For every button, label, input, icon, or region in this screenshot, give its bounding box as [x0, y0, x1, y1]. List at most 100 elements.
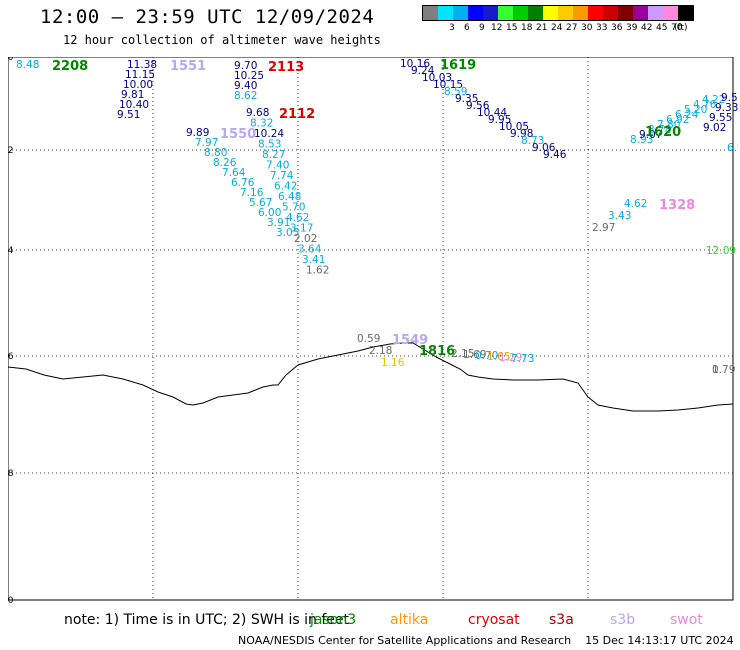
wave-height-value: 10.00 [123, 79, 153, 91]
wave-height-value: 7.97 [195, 137, 218, 149]
wave-height-value: 6.90 [727, 142, 738, 154]
wave-height-value: 2.97 [592, 222, 615, 234]
wave-height-value: 3.41 [302, 254, 325, 266]
wave-height-value: 2.18 [369, 345, 392, 357]
scale-swatch [498, 6, 513, 20]
wave-height-value: 10.05 [499, 121, 529, 133]
wave-height-value: 9.24 [411, 65, 435, 77]
note-text: note: 1) Time is in UTC; 2) SWH is in fe… [64, 612, 350, 628]
scale-label: 39 [626, 23, 638, 33]
wave-height-value: 10.24 [254, 128, 284, 140]
wave-height-value: 0.59 [357, 333, 380, 345]
map-subtitle: 12 hour collection of altimeter wave hei… [63, 33, 381, 47]
lat-tick-label: 62 [8, 146, 13, 156]
track-1619: 10.169.2410.0310.158.599.359.5610.449.95… [400, 58, 567, 161]
wave-height-value: 7.73 [511, 353, 534, 365]
sat-label-s3a: s3a [549, 612, 574, 628]
track-time-label: 1551 [170, 59, 206, 74]
wave-height-value: 8.62 [234, 90, 257, 102]
wave-height-value: 9.56 [466, 100, 490, 112]
wave-height-value: 2.02 [294, 233, 317, 245]
altimeter-map: 105108111114117120606264666870 8.4822081… [8, 57, 738, 605]
wave-height-value: 8.53 [258, 139, 281, 151]
wave-height-value: 6.42 [274, 181, 297, 193]
scale-label: 21 [536, 23, 548, 33]
track-time-label: 1550 [220, 127, 256, 142]
scale-swatch [483, 6, 498, 20]
footer-note: note: 1) Time is in UTC; 2) SWH is in fe… [64, 612, 703, 628]
wave-height-value: 11.38 [127, 59, 157, 71]
scale-swatch [468, 6, 483, 20]
lat-tick-label: 60 [8, 57, 14, 63]
wave-height-value: 8.80 [204, 147, 227, 159]
wave-height-value: 8.93 [630, 134, 653, 146]
sat-label-altika: altika [390, 612, 429, 628]
wave-height-value: 12.09 [706, 245, 736, 257]
credit-line: NOAA/NESDIS Center for Satellite Applica… [238, 634, 734, 647]
scale-label: 24 [551, 23, 563, 33]
wave-height-value: 10.16 [400, 58, 430, 70]
wave-height-value: 6.48 [278, 191, 301, 203]
wave-height-value: 0 [712, 364, 719, 376]
track-unnamed: 1.790 [712, 364, 735, 376]
scale-swatch [588, 6, 603, 20]
wave-height-value: 4.22 [702, 94, 725, 106]
wave-height-value: 9.46 [543, 149, 567, 161]
wave-height-value: 9.35 [455, 93, 478, 105]
track-time-label: 2112 [279, 107, 315, 122]
track-1328: 4.623.432.97 1328 [592, 198, 695, 234]
scale-swatch [648, 6, 663, 20]
scale-swatch [603, 6, 618, 20]
wave-height-value: 6.76 [231, 177, 255, 189]
scale-swatch [513, 6, 528, 20]
wave-height-value: 7.40 [266, 160, 289, 172]
track-time-label: 1549 [392, 333, 428, 348]
scale-swatch [573, 6, 588, 20]
wave-height-value: 9.68 [246, 107, 269, 119]
wave-height-value: 10.25 [234, 70, 264, 82]
sat-label-jason3: jason3 [310, 612, 357, 628]
wave-height-value: 3.64 [298, 244, 322, 256]
wave-height-value: 10.44 [477, 107, 507, 119]
scale-swatch [618, 6, 633, 20]
wave-height-value: 4.62 [286, 212, 309, 224]
map-grid: 105108111114117120606264666870 [8, 57, 733, 605]
scale-swatch [453, 6, 468, 20]
wave-height-value: 9.33 [715, 102, 738, 114]
scale-label: 30 [581, 23, 593, 33]
wave-height-value: 9.40 [234, 80, 257, 92]
wave-height-value: 8.26 [213, 157, 237, 169]
map-title: 12:00 – 23:59 UTC 12/09/2024 [40, 6, 375, 28]
track-unnamed: 12.09 [706, 245, 736, 257]
wave-height-value: 7.16 [240, 187, 264, 199]
scale-swatch [558, 6, 573, 20]
wave-height-value: 11.15 [125, 69, 155, 81]
wave-height-value: 9.70 [234, 60, 257, 72]
scale-unit-label: (ft) [674, 23, 688, 33]
wave-height-value: 7.64 [222, 167, 246, 179]
lat-tick-label: 64 [8, 246, 14, 256]
scale-swatch [423, 6, 438, 20]
wave-height-value: 7.74 [270, 170, 294, 182]
wave-height-value: 5.67 [249, 197, 272, 209]
wave-height-value: 3.91 [267, 217, 290, 229]
wave-height-value: 6.92 [666, 114, 689, 126]
track-2208: 8.48 2208 [16, 59, 88, 74]
lat-tick-label: 68 [8, 469, 14, 479]
wave-height-value: 3.17 [290, 223, 313, 235]
track-time-label: 1620 [645, 125, 681, 140]
scale-swatch [528, 6, 543, 20]
wave-height-value: 9.51 [117, 109, 140, 121]
wave-height-value: 6.24 [675, 109, 699, 121]
color-scale-swatches [422, 5, 694, 21]
scale-label: 45 [656, 23, 668, 33]
scale-swatch [633, 6, 648, 20]
wave-height-value: 2.15 [451, 348, 474, 360]
wave-height-value: 8.73 [521, 135, 544, 147]
wave-height-value: 8.59 [444, 86, 467, 98]
wave-height-value: 8.78 [648, 124, 671, 136]
scale-label: 27 [566, 23, 578, 33]
wave-height-value: 1.16 [381, 357, 405, 369]
wave-height-value: 10.40 [119, 99, 149, 111]
wave-height-value: 5.70 [282, 202, 305, 214]
